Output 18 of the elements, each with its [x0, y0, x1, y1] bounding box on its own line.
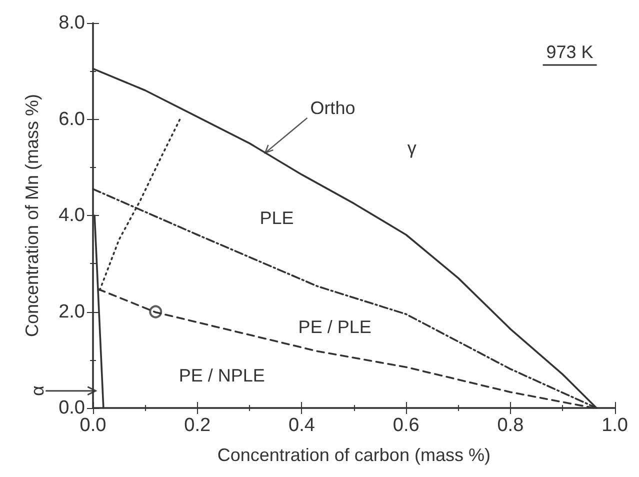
annotation: PE / PLE [298, 317, 372, 338]
y-tick-label: 6.0 [58, 108, 85, 130]
annotation: Ortho [310, 98, 356, 118]
x-tick-label: 1.0 [602, 415, 628, 436]
y-tick-label: 2.0 [58, 301, 85, 322]
text: α [28, 386, 48, 396]
annotation: PLE [260, 208, 294, 228]
x-tick-label: 0.4 [288, 415, 316, 436]
y-tick-label: 4.0 [58, 205, 85, 226]
y-axis-title: Concentration of Mn (mass %) [22, 94, 42, 338]
x-axis-title: Concentration of carbon (mass %) [217, 445, 490, 465]
x-tick-label: 0.2 [184, 415, 211, 436]
annotation: γ [407, 138, 416, 158]
y-tick-label: 8.0 [58, 12, 85, 34]
x-tick-label: 0.6 [392, 415, 420, 436]
annotation: PE / NPLE [178, 365, 265, 386]
annotation: 973 K [546, 42, 594, 62]
x-tick-label: 0.8 [497, 415, 524, 436]
